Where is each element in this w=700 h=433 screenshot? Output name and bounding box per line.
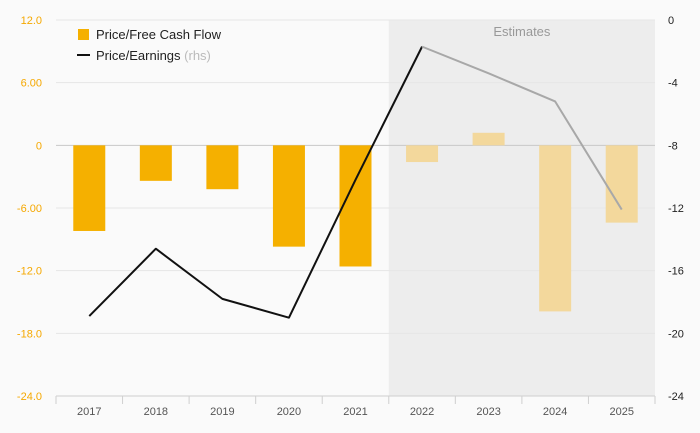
right-tick-label: -24 <box>668 391 684 403</box>
x-tick-label: 2020 <box>277 406 301 418</box>
pe-line-actual <box>88 46 423 319</box>
pe-line <box>88 45 623 319</box>
left-tick-label: 6.00 <box>21 78 42 90</box>
legend-label-pfcf: Price/Free Cash Flow <box>96 27 222 42</box>
x-tick-label: 2024 <box>543 406 567 418</box>
left-tick-label: -12.0 <box>17 266 42 278</box>
legend-label-rhs: (rhs) <box>184 48 211 63</box>
x-tick-label: 2025 <box>609 406 633 418</box>
right-tick-label: 0 <box>668 15 674 27</box>
bar <box>339 145 372 267</box>
x-tick-label: 2018 <box>144 406 168 418</box>
x-tick-label: 2022 <box>410 406 434 418</box>
x-tick-label: 2017 <box>77 406 101 418</box>
x-tick-label: 2023 <box>476 406 500 418</box>
bar <box>472 132 505 146</box>
legend: Price/Free Cash Flow Price/Earnings (rhs… <box>77 27 222 63</box>
right-axis: 0 -4 -8 -12 -16 -20 -24 <box>668 15 684 403</box>
bar <box>206 145 239 190</box>
x-tick-label: 2021 <box>343 406 367 418</box>
x-tick-label: 2019 <box>210 406 234 418</box>
bar <box>272 145 305 247</box>
left-tick-label: 0 <box>36 140 42 152</box>
pe-line-estimate <box>421 45 623 211</box>
right-tick-label: -16 <box>668 266 684 278</box>
right-tick-label: -4 <box>668 78 678 90</box>
right-tick-label: -12 <box>668 203 684 215</box>
estimates-label: Estimates <box>493 24 551 39</box>
left-axis: 12.0 6.00 0 -6.00 -12.0 -18.0 -24.0 <box>17 15 42 403</box>
bar <box>539 145 572 312</box>
legend-label-pe-name: Price/Earnings <box>96 48 181 63</box>
left-tick-label: -6.00 <box>17 203 42 215</box>
bar <box>73 145 106 231</box>
left-tick-label: -18.0 <box>17 328 42 340</box>
legend-swatch-pfcf <box>78 29 89 40</box>
bar <box>139 145 172 181</box>
x-axis: 2017 2018 2019 2020 2021 2022 2023 2024 2025 <box>55 395 656 418</box>
legend-label-pe: Price/Earnings (rhs) <box>96 48 211 63</box>
right-tick-label: -20 <box>668 328 684 340</box>
bar <box>406 145 439 163</box>
left-tick-label: 12.0 <box>21 15 42 27</box>
right-tick-label: -8 <box>668 140 678 152</box>
pfcf-bars <box>73 132 638 312</box>
bar <box>605 145 638 223</box>
left-tick-label: -24.0 <box>17 391 42 403</box>
